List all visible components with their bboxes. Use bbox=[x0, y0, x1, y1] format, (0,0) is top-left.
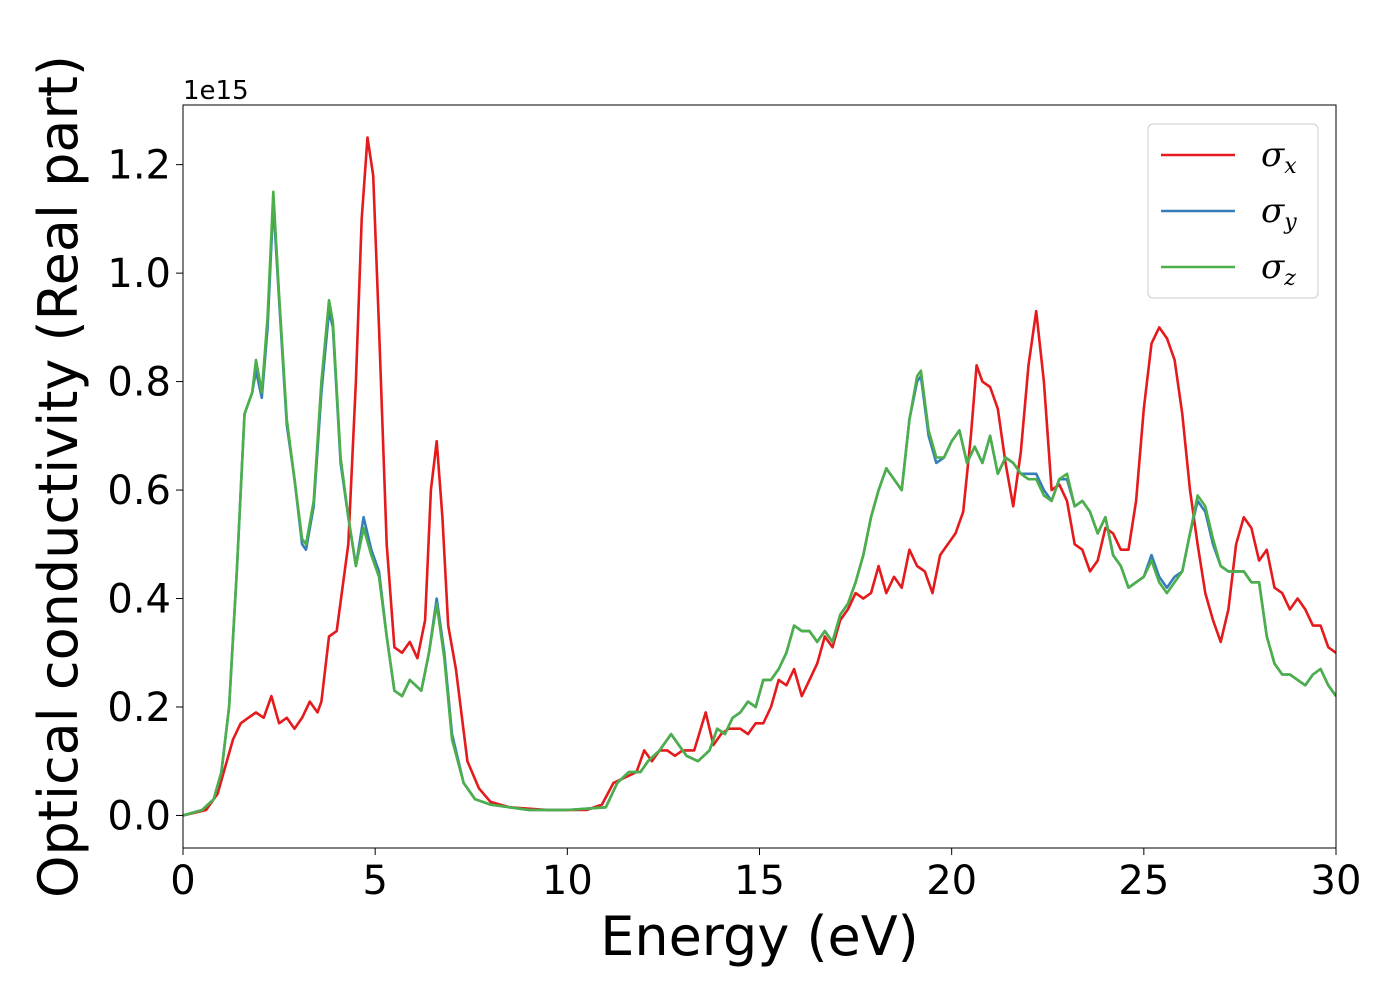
y-tick-label: 0.6 bbox=[107, 468, 171, 514]
x-tick-label: 15 bbox=[734, 858, 785, 904]
y-axis-offset-label: 1e15 bbox=[183, 76, 249, 106]
series-layer bbox=[183, 136, 1336, 817]
x-tick-label: 30 bbox=[1311, 858, 1362, 904]
x-axis-label: Energy (eV) bbox=[600, 905, 919, 968]
series-line-z bbox=[183, 190, 1336, 817]
y-tick-label: 1.2 bbox=[107, 143, 171, 189]
x-tick-label: 5 bbox=[362, 858, 387, 904]
legend-label-x: σx bbox=[1261, 135, 1297, 179]
x-tick-label: 0 bbox=[170, 858, 195, 904]
y-tick-label: 1.0 bbox=[107, 251, 171, 297]
legend-label-z: σz bbox=[1261, 247, 1296, 291]
y-tick-label: 0.2 bbox=[107, 685, 171, 731]
y-axis: 0.0 0.2 0.4 0.6 0.8 1.0 1.2 bbox=[107, 143, 183, 839]
x-tick-label: 10 bbox=[542, 858, 593, 904]
y-tick-label: 0.8 bbox=[107, 360, 171, 406]
y-tick-label: 0.4 bbox=[107, 577, 171, 623]
x-tick-label: 25 bbox=[1118, 858, 1169, 904]
y-axis-label: Optical conductivity (Real part) bbox=[27, 55, 90, 898]
legend-label-y: σy bbox=[1261, 191, 1297, 235]
x-axis: 0 5 10 15 20 25 30 bbox=[170, 848, 1361, 904]
legend: σx σy σz bbox=[1147, 123, 1319, 299]
x-tick-label: 20 bbox=[926, 858, 977, 904]
y-tick-label: 0.0 bbox=[107, 793, 171, 839]
series-line-x bbox=[183, 136, 1336, 817]
